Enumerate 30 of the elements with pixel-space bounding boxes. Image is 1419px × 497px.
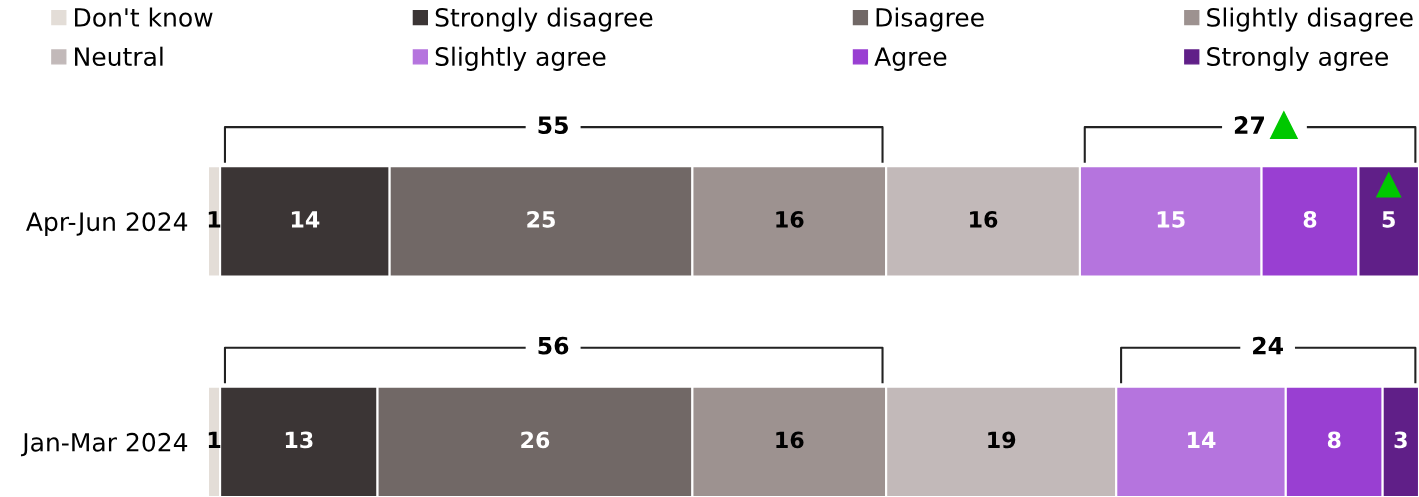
text: 55 — [538, 116, 568, 134]
data-label: 14 — [1188, 431, 1216, 448]
legend-label: Disagree — [876, 7, 984, 32]
legend-label: Don't know — [75, 7, 213, 27]
data-label: 13 — [285, 431, 313, 449]
text: 27 — [1234, 116, 1265, 134]
data-label: 14 — [291, 211, 320, 228]
data-label: 1 — [208, 431, 221, 448]
legend-label: Agree — [874, 47, 947, 71]
data-label: 16 — [970, 210, 998, 228]
data-label: 16 — [776, 210, 804, 228]
data-label: 8 — [1327, 431, 1341, 449]
legend-label: Slightly disagree — [1207, 7, 1413, 32]
legend-label: Slightly agree — [435, 46, 606, 71]
legend-label: Neutral — [75, 46, 163, 67]
legend-label: Strongly agree — [1207, 46, 1388, 71]
legend-label: Strongly disagree — [435, 7, 653, 32]
data-label: 15 — [1157, 211, 1185, 228]
data-label: 16 — [776, 431, 804, 449]
y-tick-label: Apr-Jun 2024 — [26, 212, 188, 236]
data-label: 1 — [208, 211, 221, 228]
data-label: 8 — [1303, 210, 1317, 228]
data-label: 3 — [1394, 431, 1407, 449]
annotation: 24 — [1253, 336, 1283, 355]
data-label: 5 — [1382, 211, 1395, 228]
data-label: 26 — [521, 431, 550, 449]
data-label: 25 — [527, 210, 555, 228]
data-label: 19 — [988, 431, 1016, 449]
annotation: 56 — [538, 336, 569, 355]
y-tick-label: Jan-Mar 2024 — [20, 432, 188, 457]
